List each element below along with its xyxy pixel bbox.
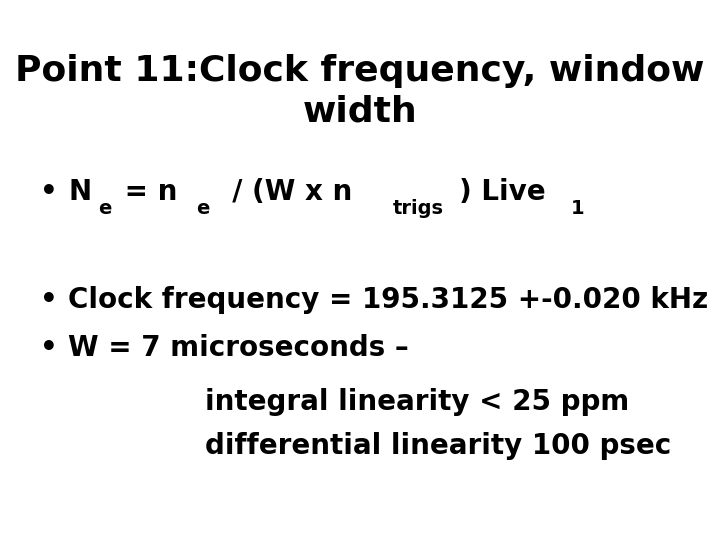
Text: differential linearity 100 psec: differential linearity 100 psec	[205, 431, 672, 460]
Text: integral linearity < 25 ppm: integral linearity < 25 ppm	[205, 388, 629, 416]
Text: ) Live: ) Live	[459, 178, 545, 206]
Text: •: •	[40, 178, 58, 206]
Text: e: e	[98, 199, 112, 219]
Text: N: N	[68, 178, 91, 206]
Text: / (W x n: / (W x n	[213, 178, 353, 206]
Text: Point 11:Clock frequency, window
width: Point 11:Clock frequency, window width	[15, 54, 705, 129]
Text: e: e	[196, 199, 210, 219]
Text: 1: 1	[570, 199, 584, 219]
Text: trigs: trigs	[393, 199, 444, 219]
Text: = n: = n	[115, 178, 178, 206]
Text: Clock frequency = 195.3125 +-0.020 kHz: Clock frequency = 195.3125 +-0.020 kHz	[68, 286, 708, 314]
Text: •: •	[40, 286, 58, 314]
Text: W = 7 microseconds –: W = 7 microseconds –	[68, 334, 409, 362]
Text: •: •	[40, 334, 58, 362]
